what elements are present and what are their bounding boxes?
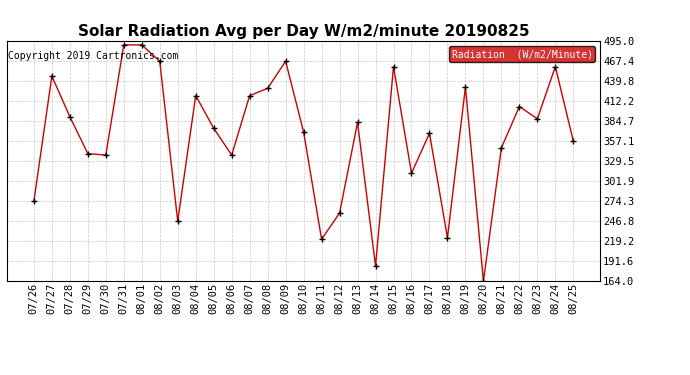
Title: Solar Radiation Avg per Day W/m2/minute 20190825: Solar Radiation Avg per Day W/m2/minute … [78, 24, 529, 39]
Text: Copyright 2019 Cartronics.com: Copyright 2019 Cartronics.com [8, 51, 179, 61]
Legend: Radiation  (W/m2/Minute): Radiation (W/m2/Minute) [448, 46, 595, 62]
